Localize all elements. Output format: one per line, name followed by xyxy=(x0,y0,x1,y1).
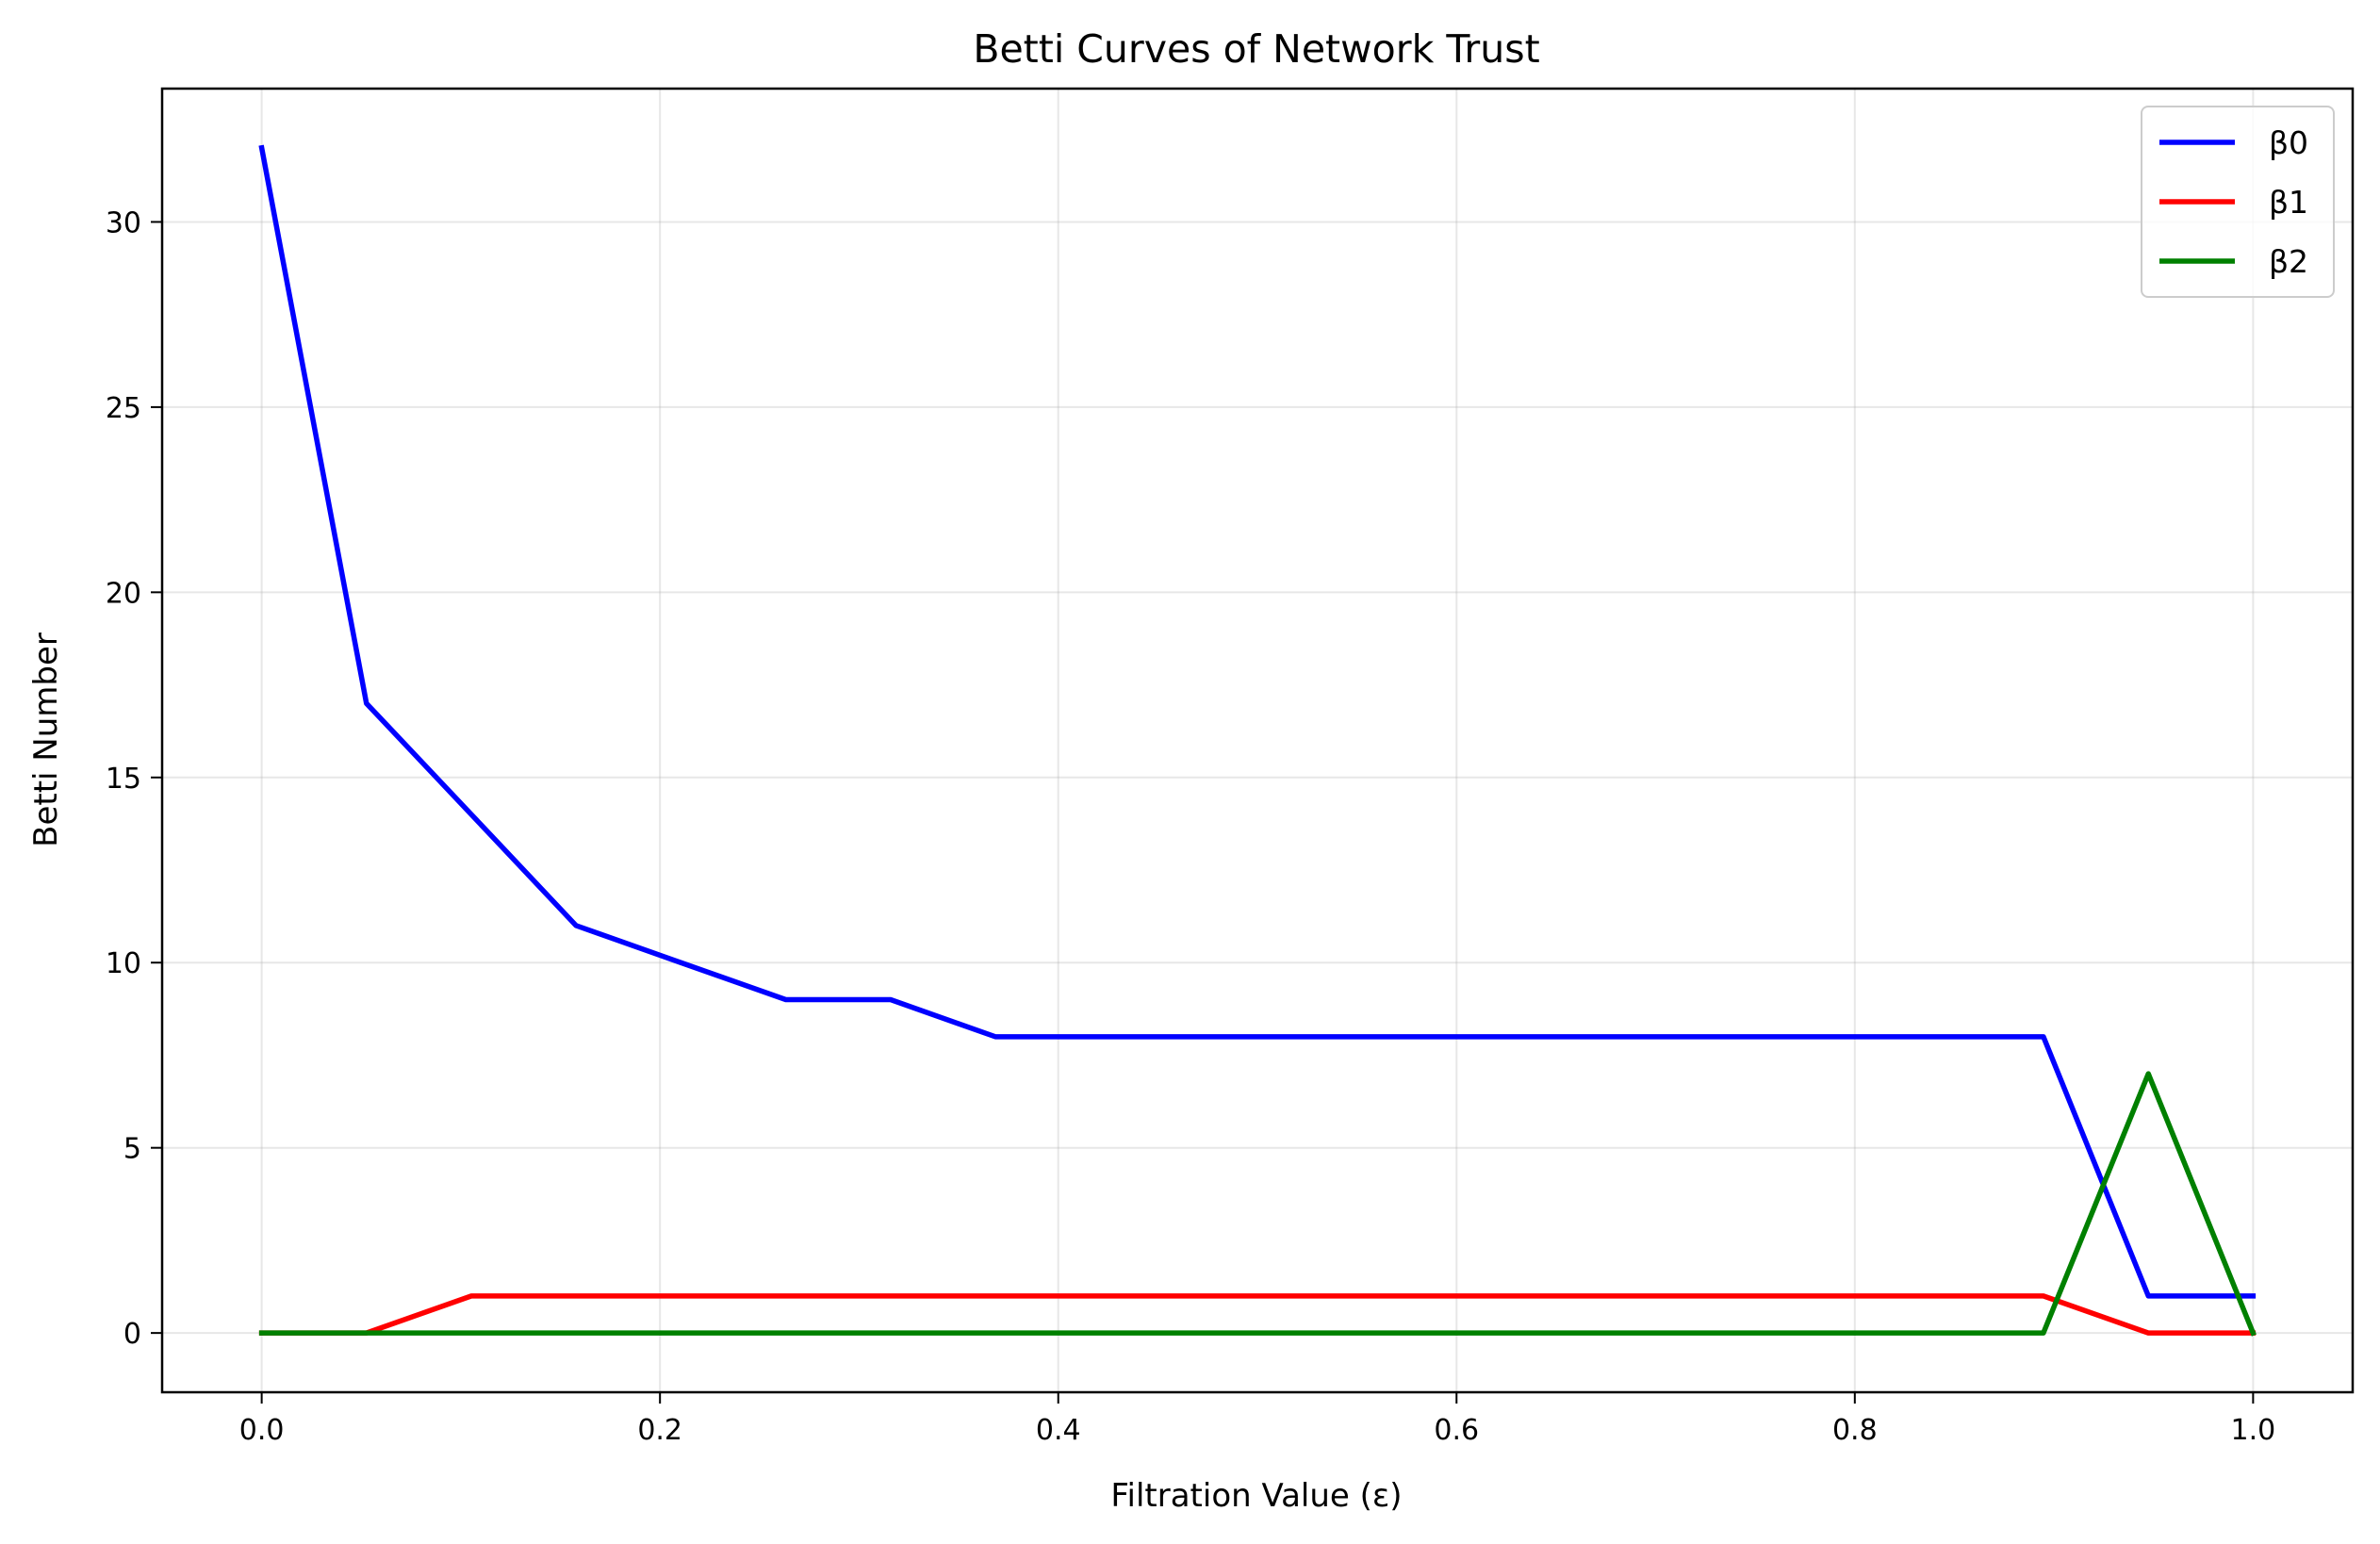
y-tick-label: 20 xyxy=(106,577,141,610)
legend-frame xyxy=(2141,106,2335,298)
y-axis-label: Betti Number xyxy=(27,632,65,847)
legend-label-beta0: β0 xyxy=(2269,124,2308,161)
y-tick-label: 10 xyxy=(106,947,141,980)
legend-label-beta2: β2 xyxy=(2269,243,2308,280)
plot-area-frame xyxy=(160,87,2355,1394)
x-tick-label: 1.0 xyxy=(2231,1414,2276,1447)
chart-title: Betti Curves of Network Trust xyxy=(973,26,1539,72)
x-tick-label: 0.4 xyxy=(1036,1414,1081,1447)
y-tick-label: 30 xyxy=(106,206,141,239)
y-tick-label: 25 xyxy=(106,392,141,425)
grid-layer xyxy=(162,89,2353,1392)
x-tick-label: 0.8 xyxy=(1832,1414,1878,1447)
x-tick-label: 0.2 xyxy=(637,1414,682,1447)
y-tick-label: 5 xyxy=(123,1133,141,1166)
series-layer xyxy=(258,144,2257,1337)
legend: β0 β1 β2 xyxy=(2141,106,2335,298)
tick-layer: 0.0 0.2 0.4 0.6 0.8 1.0 0 5 10 15 20 25 30 xyxy=(106,206,2275,1447)
x-axis-label: Filtration Value (ε) xyxy=(1110,1477,1402,1515)
series-line-beta2 xyxy=(258,1071,2257,1337)
series-line-beta0 xyxy=(258,144,2257,1299)
legend-label-beta1: β1 xyxy=(2269,184,2308,221)
x-tick-label: 0.6 xyxy=(1434,1414,1479,1447)
y-tick-label: 0 xyxy=(123,1318,141,1351)
x-tick-label: 0.0 xyxy=(239,1414,285,1447)
y-tick-label: 15 xyxy=(106,763,141,796)
